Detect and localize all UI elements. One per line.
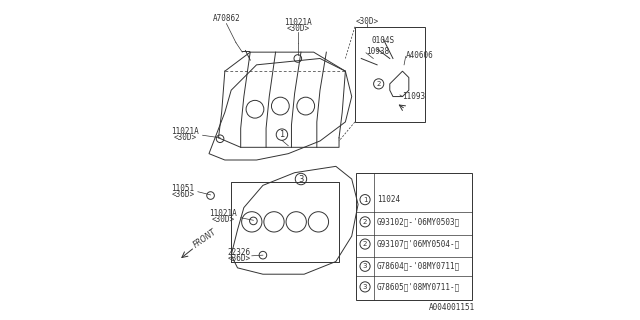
Text: 1: 1: [363, 197, 367, 203]
Text: 2: 2: [363, 219, 367, 225]
Text: <30D>: <30D>: [173, 133, 196, 142]
Text: A004001151: A004001151: [429, 303, 476, 312]
Text: 11024: 11024: [377, 195, 400, 204]
Text: 11021A: 11021A: [284, 18, 312, 27]
Text: 1: 1: [279, 130, 285, 139]
Text: 3: 3: [298, 174, 303, 184]
Text: G78605（'08MY0711-）: G78605（'08MY0711-）: [377, 282, 460, 292]
Text: 11051: 11051: [172, 184, 195, 193]
Text: <30D>: <30D>: [286, 24, 309, 33]
Text: 11021A: 11021A: [209, 209, 237, 219]
Text: <36D>: <36D>: [172, 190, 195, 199]
Text: 0104S: 0104S: [372, 36, 395, 44]
Text: 3: 3: [363, 284, 367, 290]
Text: 11093: 11093: [403, 92, 426, 101]
Text: 22326: 22326: [228, 248, 251, 257]
Text: 3: 3: [363, 263, 367, 269]
Text: 2: 2: [363, 241, 367, 247]
Text: <30D>: <30D>: [212, 215, 235, 224]
Text: G93102（-'06MY0503）: G93102（-'06MY0503）: [377, 217, 460, 226]
Text: A40606: A40606: [406, 51, 433, 60]
Text: 11021A: 11021A: [172, 127, 199, 136]
Text: <36D>: <36D>: [228, 254, 251, 263]
Text: G78604（-'08MY0711）: G78604（-'08MY0711）: [377, 262, 460, 271]
Text: 10938: 10938: [366, 47, 389, 56]
Text: <30D>: <30D>: [355, 17, 378, 26]
Text: G93107（'06MY0504-）: G93107（'06MY0504-）: [377, 240, 460, 249]
Text: 2: 2: [376, 81, 381, 87]
Text: A70862: A70862: [212, 14, 240, 23]
Text: FRONT: FRONT: [191, 227, 218, 250]
